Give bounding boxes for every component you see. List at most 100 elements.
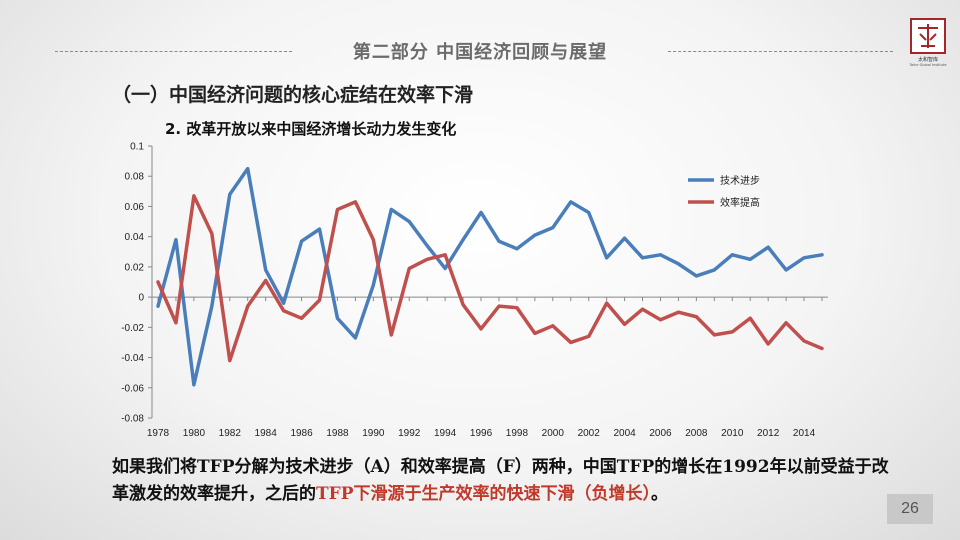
y-tick-label: 0.02 [125,262,145,273]
series-1-point [641,256,645,260]
series-2-point [300,316,304,320]
series-1-point [820,253,824,257]
series-1-point [461,238,465,242]
series-2-point [766,342,770,346]
series-2-point [820,346,824,350]
series-2-point [748,316,752,320]
x-tick-label: 1990 [362,428,385,439]
series-2-point [371,238,375,242]
body-paragraph: 如果我们将TFP分解为技术进步（A）和效率提高（F）两种，中国TFP的增长在19… [112,454,902,508]
series-2-point [515,306,519,310]
series-1-point [318,227,322,231]
logo-name: 太和智库 [917,57,938,63]
series-2-point [353,200,357,204]
series-2-point [461,303,465,307]
series-1-point [533,233,537,237]
series-1-point [210,304,214,308]
series-2-point [712,333,716,337]
slide-subheading: 2. 改革开放以来中国经济增长动力发生变化 [165,120,457,138]
series-1-point [443,266,447,270]
series-2-point [443,253,447,257]
x-tick-label: 2014 [793,428,816,439]
series-1-point [353,336,357,340]
header-divider-left [55,51,292,52]
series-line-2 [156,194,824,363]
series-2-point [533,331,537,335]
y-tick-label: -0.08 [121,414,144,425]
series-1-point [264,268,268,272]
series-1-point [407,220,411,224]
series-2-point [497,304,501,308]
series-1-point [389,207,393,211]
x-tick-label: 1998 [506,428,529,439]
series-2-point [156,280,160,284]
header-divider-right [668,51,893,52]
series-1-point [587,210,591,214]
series-1-point [246,167,250,171]
series-1-point [551,226,555,230]
series-1-point [156,304,160,308]
legend-label-1: 技术进步 [720,174,760,187]
x-tick-label: 2000 [542,428,565,439]
series-2-point [210,232,214,236]
series-1-point [479,210,483,214]
series-1-point [766,245,770,249]
y-tick-label: 0 [138,293,144,304]
x-tick-label: 2002 [578,428,601,439]
series-1-point [605,256,609,260]
y-tick-label: 0.04 [125,232,145,243]
x-tick-label: 1982 [219,428,242,439]
series-2-point [802,339,806,343]
series-2-point [228,359,232,363]
x-tick-label: 1980 [183,428,206,439]
series-2-point [569,340,573,344]
series-1-point [192,383,196,387]
series-1-point [712,268,716,272]
series-1-point [515,247,519,251]
series-1-point [784,268,788,272]
series-2-point [479,327,483,331]
series-2-point [730,330,734,334]
series-1-point [623,236,627,240]
y-tick-label: -0.04 [121,353,144,364]
logo-mark [910,18,946,54]
section-title: 第二部分 中国经济回顾与展望 [352,42,608,63]
series-1-point [497,239,501,243]
series-2-point [264,278,268,282]
y-tick-label: 0.08 [125,172,145,183]
series-1-point [174,238,178,242]
series-1-point [694,274,698,278]
x-tick-label: 1992 [398,428,421,439]
x-tick-label: 2006 [649,428,672,439]
series-2-point [335,207,339,211]
series-2-point [784,321,788,325]
series-1-point [335,316,339,320]
body-text-part1: 如果我们将TFP分解为技术进步（A）和效率提高（F）两种，中国TFP的增长在19… [112,457,889,504]
x-tick-label: 1984 [255,428,278,439]
series-2-point [605,301,609,305]
series-1-point [425,244,429,248]
body-text-highlight: TFP下滑源于生产效率的快速下滑（负增长） [316,484,652,504]
series-2-point [282,309,286,313]
legend-label-2: 效率提高 [720,196,760,209]
series-line-1 [156,166,824,387]
series-1-point [730,253,734,257]
y-tick-label: 0.06 [125,202,145,213]
x-tick-label: 2004 [613,428,636,439]
series-1-point [228,192,232,196]
series-2-point [192,194,196,198]
y-tick-label: -0.06 [121,383,144,394]
tfp-line-chart: 0.1 0.08 0.06 0.04 0.02 0 -0.02 -0.04 -0.06 -0.08… [121,142,828,439]
series-1-point [282,301,286,305]
x-tick-label: 1994 [434,428,457,439]
y-tick-label: -0.02 [121,323,144,334]
series-1-point [569,200,573,204]
series-2-point [246,304,250,308]
series-2-point [676,310,680,314]
series-2-point [407,266,411,270]
slide-heading: （一）中国经济问题的核心症结在效率下滑 [112,84,474,106]
series-1-point [676,262,680,266]
series-2-point [425,257,429,261]
logo: 太和智库 Taihe Global Institute [908,18,948,74]
series-2-point [318,298,322,302]
